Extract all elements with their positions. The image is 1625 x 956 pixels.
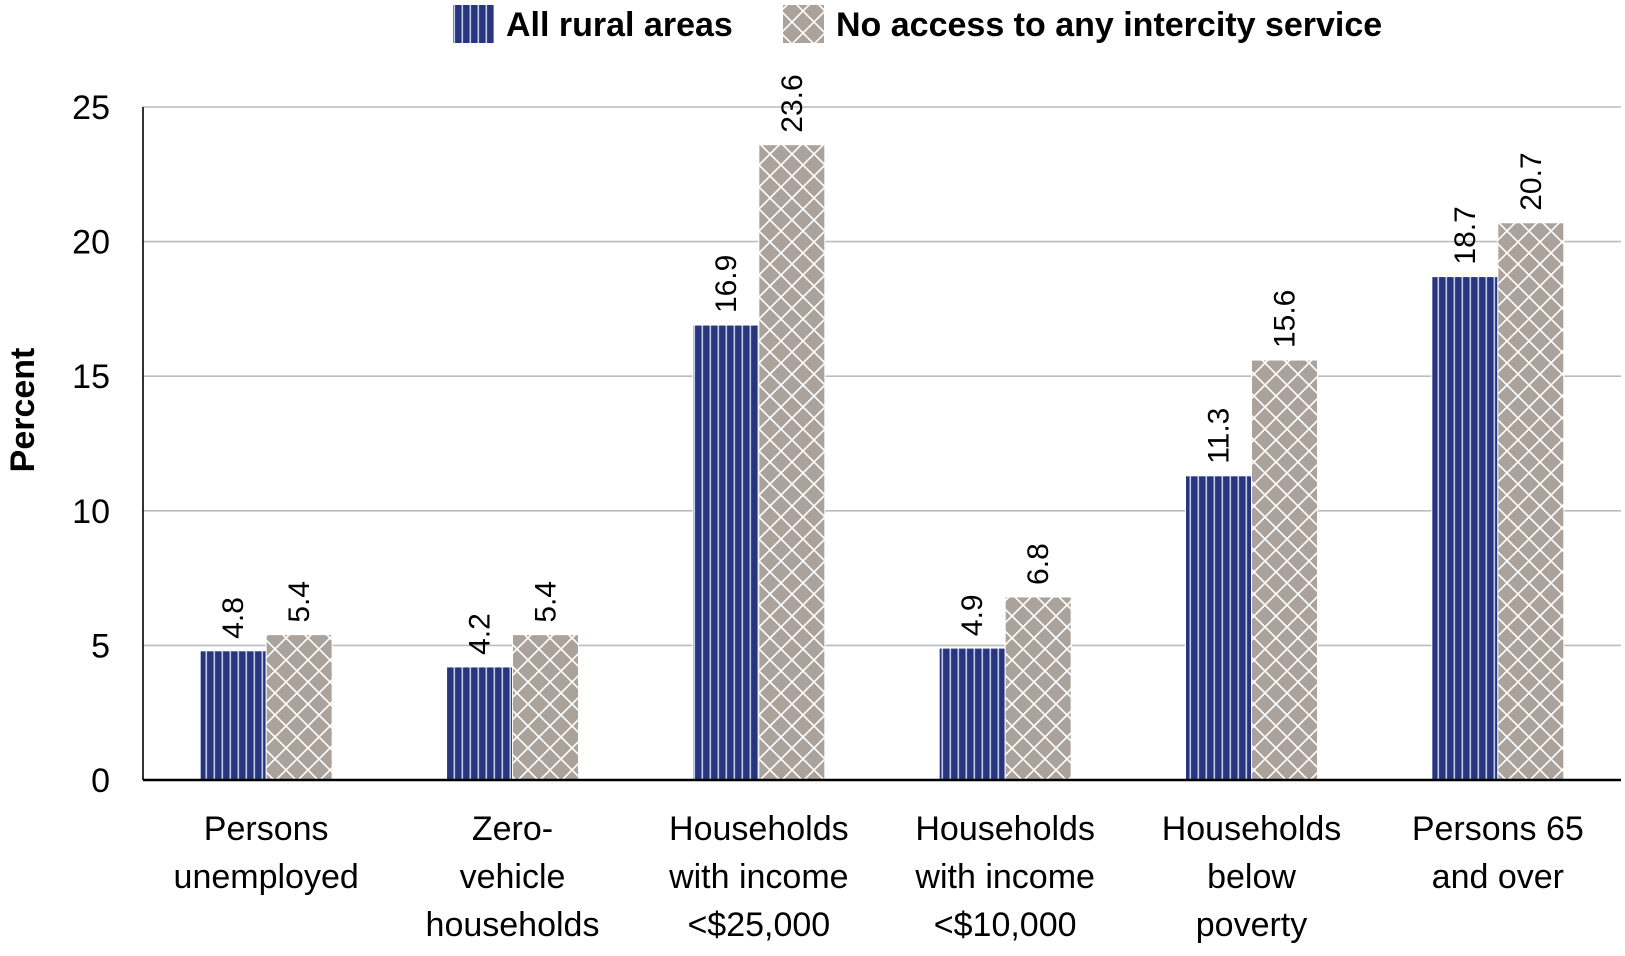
x-tick-label-line: with income	[668, 858, 849, 896]
y-tick-label: 20	[72, 224, 110, 262]
legend-label-series-1: All rural areas	[506, 6, 733, 44]
data-label: 4.9	[956, 594, 989, 636]
data-label: 4.2	[464, 613, 497, 655]
axes	[142, 107, 1621, 782]
bar-series-1-3	[692, 324, 760, 781]
x-tick-label-line: <$10,000	[934, 906, 1077, 944]
bars	[199, 144, 1565, 781]
x-tick-label-line: and over	[1432, 858, 1564, 896]
data-label: 11.3	[1203, 408, 1236, 464]
legend-item-series-1: All rural areas	[453, 5, 733, 44]
y-tick-label: 25	[72, 89, 110, 127]
x-tick-label: Households with income <$10,000	[914, 810, 1095, 944]
legend: All rural areas No access to any interci…	[453, 5, 1382, 44]
y-axis-label: Percent	[4, 348, 42, 473]
x-tick-label: Persons 65 and over	[1412, 810, 1584, 896]
bar-series-2-3	[758, 144, 826, 781]
y-axis-ticks: 0 5 10 15 20 25	[72, 89, 110, 800]
data-label: 20.7	[1515, 152, 1548, 210]
y-tick-label: 10	[72, 493, 110, 531]
bar-series-2-2	[512, 634, 579, 781]
data-labels: 4.8 4.2 16.9 4.9 11.3 18.7 5.4 5.4 23.6 6.8 15.6 20…	[217, 74, 1548, 655]
bar-series-2-1	[265, 634, 333, 781]
x-tick-label-line: Zero-	[472, 810, 553, 848]
legend-swatch-series-2	[783, 5, 824, 43]
x-tick-label: Households with income <$25,000	[668, 810, 849, 944]
data-label: 23.6	[776, 74, 809, 132]
legend-label-series-2: No access to any intercity service	[836, 6, 1382, 44]
x-tick-label-line: Households	[915, 810, 1095, 848]
x-axis-categories: Persons unemployed Zero-vehicle households H…	[174, 810, 1584, 944]
x-tick-label-line: <$25,000	[687, 906, 830, 944]
bar-series-2-4	[1004, 596, 1072, 781]
bar-series-2-5	[1251, 359, 1318, 781]
gridlines	[143, 106, 1621, 647]
x-tick-label-line: poverty	[1196, 906, 1308, 944]
bar-series-1-2	[446, 666, 513, 781]
data-label: 4.8	[217, 597, 250, 639]
data-label: 18.7	[1449, 206, 1482, 264]
bar-series-1-5	[1185, 475, 1252, 781]
y-tick-label: 15	[72, 358, 110, 396]
data-label: 5.4	[283, 581, 316, 623]
x-tick-label-line: vehicle	[460, 858, 566, 896]
bar-series-1-6	[1431, 276, 1499, 781]
y-tick-label: 0	[91, 762, 110, 800]
y-tick-label: 5	[91, 627, 110, 665]
legend-swatch-series-1	[453, 5, 494, 43]
x-tick-label-line: Persons 65	[1412, 810, 1584, 848]
x-tick-label-line: Households	[669, 810, 849, 848]
legend-item-series-2: No access to any intercity service	[783, 5, 1382, 44]
bar-series-2-6	[1497, 222, 1565, 781]
bar-series-1-1	[199, 650, 267, 781]
data-label: 5.4	[530, 581, 563, 623]
x-tick-label: Households below poverty	[1162, 810, 1342, 944]
x-tick-label-line: unemployed	[174, 858, 359, 896]
x-tick-label-line: households	[426, 906, 600, 944]
x-tick-label: Persons unemployed	[174, 810, 359, 896]
x-tick-label-line: below	[1207, 858, 1296, 896]
x-tick-label: Zero-vehicle households	[426, 810, 600, 944]
data-label: 15.6	[1269, 290, 1302, 348]
x-tick-label-line: Households	[1162, 810, 1342, 848]
bar-series-1-4	[938, 647, 1006, 781]
data-label: 6.8	[1022, 543, 1055, 585]
x-tick-label-line: Persons	[204, 810, 329, 848]
data-label: 16.9	[710, 255, 743, 313]
x-tick-label-line: with income	[914, 858, 1095, 896]
